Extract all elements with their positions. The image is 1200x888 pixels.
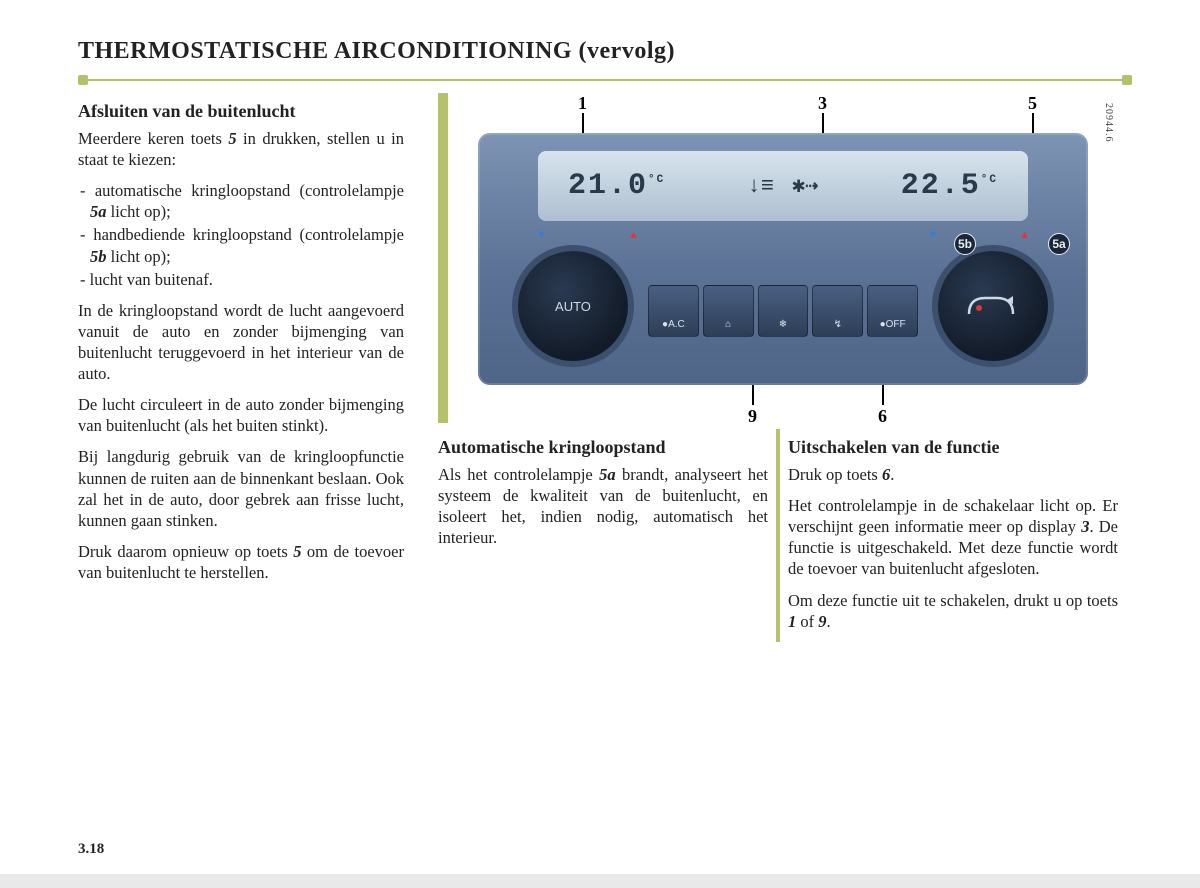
col3: Uitschakelen van de functie Druk op toet… xyxy=(776,429,1118,642)
arrow-blue-icon: ▼ xyxy=(927,229,938,241)
arrow-red-icon: ▲ xyxy=(628,229,639,241)
text: lucht van buitenaf. xyxy=(90,270,213,289)
list-item: handbediende kringloopstand (controlelam… xyxy=(78,224,404,266)
col1-p1: Meerdere keren toets 5 in drukken, stell… xyxy=(78,128,404,170)
off-button: ●OFF xyxy=(867,285,918,337)
tag-5a: 5a xyxy=(1048,233,1070,255)
callout-6: 6 xyxy=(878,406,887,427)
text: handbediende kringloopstand (controlelam… xyxy=(93,225,404,244)
arrow-red-icon: ▲ xyxy=(1019,229,1030,241)
col3-p3: Om deze functie uit te schakelen, drukt … xyxy=(788,590,1118,632)
auto-dial: AUTO xyxy=(518,251,628,361)
text: automatische kringloopstand (controlelam… xyxy=(95,181,404,200)
col1-p3: De lucht circuleert in de auto zonder bi… xyxy=(78,394,404,436)
ref-1: 1 xyxy=(788,612,796,631)
text: . xyxy=(827,612,831,631)
col2-heading: Automatische kringloopstand xyxy=(438,437,768,458)
ref-5: 5 xyxy=(228,129,236,148)
ref-5a: 5a xyxy=(599,465,616,484)
col3-heading: Uitschakelen van de functie xyxy=(788,437,1118,458)
ref-9: 9 xyxy=(818,612,826,631)
title-rule xyxy=(78,75,1132,85)
recirc-icon xyxy=(963,286,1023,326)
text: licht op); xyxy=(107,202,171,221)
ref: 5a xyxy=(90,202,107,221)
ref-6: 6 xyxy=(882,465,890,484)
col1-heading: Afsluiten van de buitenlucht xyxy=(78,101,404,122)
lcd-right-temp: 22.5°C xyxy=(901,169,998,203)
mode-button: ↯ xyxy=(812,285,863,337)
lcd-display: 21.0°C ↓≡ ✱⇢ 22.5°C xyxy=(538,151,1028,221)
text: Het controlelampje in de schakelaar lich… xyxy=(788,496,1118,536)
text: Druk op toets xyxy=(788,465,882,484)
col3-p2: Het controlelampje in de schakelaar lich… xyxy=(788,495,1118,579)
ac-panel: 21.0°C ↓≡ ✱⇢ 22.5°C ▼ ▲ ▼ ▲ AUTO xyxy=(478,133,1088,385)
lcd-mid-icons: ↓≡ ✱⇢ xyxy=(748,173,819,199)
tag-5b: 5b xyxy=(954,233,976,255)
col1-list: automatische kringloopstand (controlelam… xyxy=(78,180,404,290)
lcd-left-temp: 21.0°C xyxy=(568,169,665,203)
col2: Automatische kringloopstand Als het cont… xyxy=(438,429,768,642)
text: Als het controlelampje xyxy=(438,465,599,484)
value: 21.0 xyxy=(568,169,648,203)
list-item: automatische kringloopstand (controlelam… xyxy=(78,180,404,222)
unit: °C xyxy=(648,174,665,186)
snow-button: ❄ xyxy=(758,285,809,337)
footer-stripe xyxy=(0,874,1200,888)
arrow-blue-icon: ▼ xyxy=(536,229,547,241)
text: Meerdere keren toets xyxy=(78,129,228,148)
text: licht op); xyxy=(107,247,171,266)
defrost-button: ⌂ xyxy=(703,285,754,337)
value: 22.5 xyxy=(901,169,981,203)
ac-panel-figure: 20944.6 1 3 5 9 6 21.0°C xyxy=(438,93,1118,423)
callout-1: 1 xyxy=(578,93,587,114)
text: . xyxy=(890,465,894,484)
list-item: lucht van buitenaf. xyxy=(78,269,404,290)
col1-p5: Druk daarom opnieuw op toets 5 om de toe… xyxy=(78,541,404,583)
airflow-icon: ↓≡ xyxy=(748,174,774,199)
unit: °C xyxy=(981,174,998,186)
recirc-dial xyxy=(938,251,1048,361)
col3-p1: Druk op toets 6. xyxy=(788,464,1118,485)
page-number: 3.18 xyxy=(78,841,104,858)
callout-9: 9 xyxy=(748,406,757,427)
text: Om deze functie uit te schakelen, drukt … xyxy=(788,591,1118,610)
page-title: THERMOSTATISCHE AIRCONDITIONING (vervolg… xyxy=(78,38,1132,65)
callout-5: 5 xyxy=(1028,93,1037,114)
fan-icon: ✱⇢ xyxy=(792,173,819,199)
text: Druk daarom opnieuw op toets xyxy=(78,542,293,561)
callout-3: 3 xyxy=(818,93,827,114)
button-row: ●A.C ⌂ ❄ ↯ ●OFF xyxy=(648,285,918,337)
col1-p2: In de kringloopstand wordt de lucht aang… xyxy=(78,300,404,384)
dial-label: AUTO xyxy=(555,299,591,314)
ac-button: ●A.C xyxy=(648,285,699,337)
text: of xyxy=(796,612,818,631)
col2-p1: Als het controlelampje 5a brandt, analys… xyxy=(438,464,768,548)
ref: 5b xyxy=(90,247,107,266)
col1-p4: Bij langdurig gebruik van de kringloopfu… xyxy=(78,446,404,530)
figure-code: 20944.6 xyxy=(1103,103,1114,143)
